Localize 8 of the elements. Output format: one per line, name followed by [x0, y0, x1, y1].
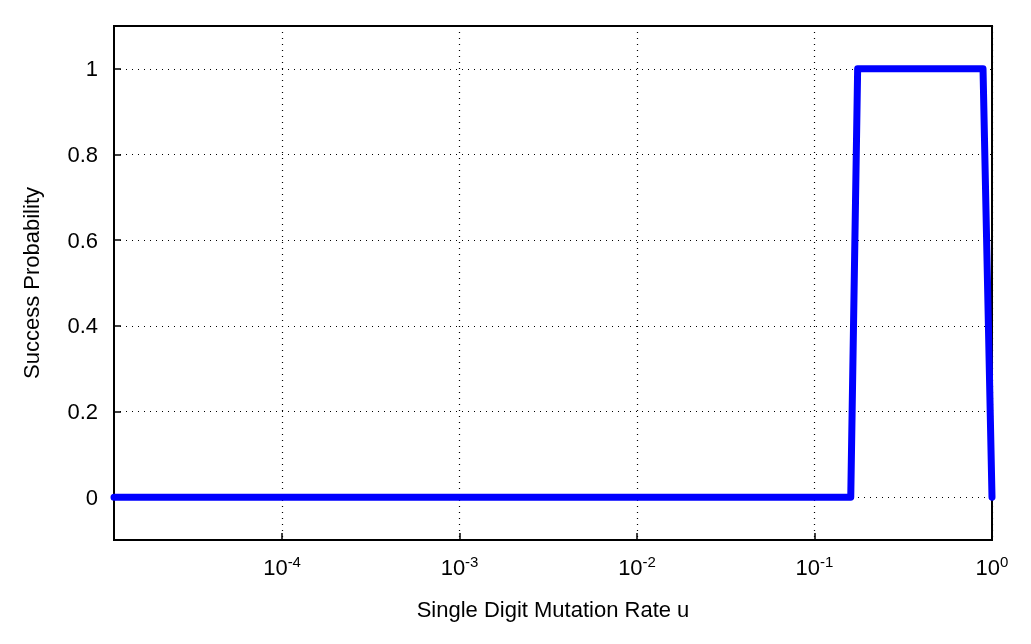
y-axis-title: Success Probability	[18, 187, 44, 379]
y-tick-label: 0	[85, 484, 98, 510]
y-tick-label: 1	[85, 56, 98, 82]
y-tick-label: 0.4	[67, 313, 98, 339]
x-axis-title: Single Digit Mutation Rate u	[416, 596, 690, 622]
y-tick-label: 0.8	[67, 142, 98, 167]
y-tick-label: 0.6	[67, 227, 98, 253]
y-tick-label: 0.2	[67, 399, 98, 424]
